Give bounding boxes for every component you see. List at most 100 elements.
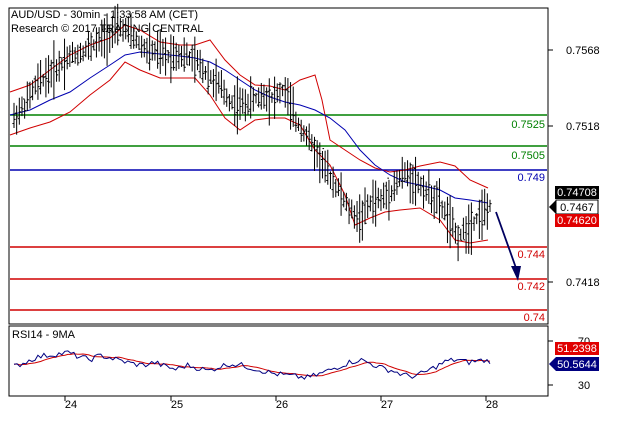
price-bar bbox=[262, 84, 266, 109]
price-bar bbox=[328, 171, 333, 189]
rsi-title: RSI14 - 9MA bbox=[12, 329, 76, 341]
price-bar bbox=[100, 19, 104, 57]
price-bar bbox=[171, 36, 176, 71]
price-tag-current-pointer bbox=[549, 200, 556, 214]
price-bar bbox=[331, 166, 335, 198]
price-bar bbox=[89, 32, 93, 61]
price-bar bbox=[84, 40, 88, 58]
rsi-panel: RSI14 - 9MA 70 30 51.2398 50.5644 bbox=[12, 329, 599, 392]
price-bar bbox=[405, 160, 410, 187]
price-axis: 0.7568 0.7518 0.7418 bbox=[548, 45, 600, 289]
price-bar bbox=[464, 216, 468, 254]
price-bar bbox=[397, 169, 402, 187]
price-bar bbox=[36, 63, 40, 100]
price-bar bbox=[310, 134, 314, 152]
price-bar bbox=[318, 142, 322, 184]
price-bar bbox=[278, 82, 282, 104]
price-bar bbox=[142, 38, 146, 58]
price-bar bbox=[227, 94, 231, 112]
price-bar bbox=[182, 37, 186, 72]
price-bar bbox=[403, 162, 407, 183]
price-bar bbox=[390, 185, 394, 202]
price-bar bbox=[283, 77, 287, 108]
x-tick-label: 27 bbox=[381, 399, 393, 411]
price-bar bbox=[190, 44, 194, 72]
price-bar bbox=[23, 98, 27, 119]
price-bar bbox=[360, 200, 364, 241]
price-bar bbox=[15, 105, 19, 135]
price-bar bbox=[219, 70, 224, 98]
price-tag-red bbox=[555, 214, 599, 227]
moving-average-line bbox=[9, 51, 489, 204]
chart-copyright: Research © 2017 TRADING CENTRAL bbox=[11, 23, 204, 35]
price-bar bbox=[400, 156, 404, 189]
price-bar bbox=[193, 36, 197, 83]
price-bar bbox=[387, 177, 391, 221]
price-tag-label: 0.7467 bbox=[560, 202, 594, 214]
price-bar bbox=[467, 204, 471, 254]
price-tag-black bbox=[555, 186, 599, 199]
price-bar bbox=[392, 171, 396, 202]
price-bar bbox=[187, 51, 192, 66]
price-bar bbox=[217, 71, 221, 94]
price-bar bbox=[225, 88, 229, 107]
rsi-tag-navy bbox=[556, 357, 599, 371]
price-bar bbox=[70, 41, 75, 63]
price-bar bbox=[443, 201, 447, 221]
price-bar bbox=[185, 42, 189, 66]
price-bar bbox=[347, 198, 351, 225]
price-bar bbox=[49, 59, 53, 88]
price-bar bbox=[339, 172, 343, 216]
price-bar bbox=[459, 228, 463, 241]
price-bar bbox=[140, 35, 144, 58]
x-tick-label: 26 bbox=[276, 399, 288, 411]
price-bar bbox=[230, 95, 234, 110]
price-bar bbox=[92, 39, 96, 51]
price-bar bbox=[421, 175, 426, 209]
price-bar bbox=[411, 164, 415, 205]
x-tick-label: 28 bbox=[486, 399, 498, 411]
price-tick-label: 0.7518 bbox=[566, 121, 600, 133]
rsi-tag-pointer bbox=[549, 357, 556, 371]
price-bar bbox=[68, 45, 72, 67]
price-bar bbox=[485, 193, 489, 230]
price-bar bbox=[312, 136, 317, 171]
price-bar bbox=[334, 178, 338, 198]
price-bar bbox=[179, 45, 184, 67]
price-bar bbox=[379, 189, 383, 211]
price-bar bbox=[238, 87, 242, 120]
price-bar bbox=[46, 55, 51, 94]
price-bar bbox=[382, 182, 386, 209]
rsi-line bbox=[13, 350, 491, 380]
price-bar bbox=[408, 162, 412, 204]
price-bar bbox=[368, 195, 372, 212]
price-bar bbox=[97, 27, 101, 52]
price-bar bbox=[376, 187, 380, 209]
price-bar bbox=[246, 93, 250, 116]
price-bar bbox=[169, 34, 173, 84]
price-bar bbox=[320, 148, 325, 179]
price-bar bbox=[288, 82, 293, 130]
level-label: 0.744 bbox=[517, 249, 545, 261]
price-bar bbox=[126, 16, 130, 43]
x-tick-label: 25 bbox=[171, 399, 183, 411]
rsi-panel-frame bbox=[8, 325, 549, 397]
price-bar bbox=[31, 80, 35, 101]
bollinger-bands bbox=[9, 24, 489, 244]
price-bar bbox=[416, 171, 420, 194]
price-bar bbox=[44, 57, 48, 98]
price-bar bbox=[270, 92, 274, 103]
price-bar bbox=[461, 217, 466, 241]
price-bar bbox=[124, 17, 128, 40]
price-bar bbox=[254, 92, 258, 104]
price-bar bbox=[108, 24, 112, 53]
price-tick-label: 0.7568 bbox=[566, 45, 600, 57]
price-tick-label: 0.7418 bbox=[566, 277, 600, 289]
price-bar bbox=[384, 181, 388, 210]
price-bar bbox=[342, 191, 346, 208]
price-bar bbox=[286, 78, 290, 116]
price-bar bbox=[241, 88, 245, 114]
price-bar bbox=[81, 45, 85, 62]
price-bar bbox=[158, 29, 162, 75]
